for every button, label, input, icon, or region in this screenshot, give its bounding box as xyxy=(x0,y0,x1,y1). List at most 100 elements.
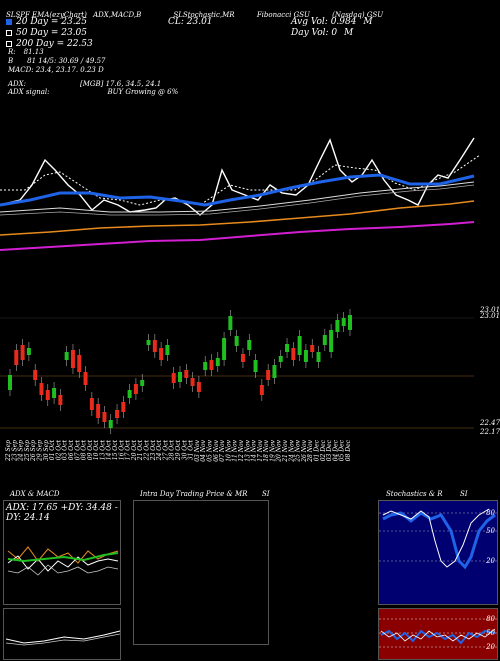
candle-body xyxy=(291,348,296,360)
candle-body xyxy=(341,318,346,326)
candle-body xyxy=(77,355,82,372)
date-label: 30 Oct xyxy=(181,439,188,460)
date-label: 27 Oct xyxy=(162,439,169,461)
candle-body xyxy=(121,402,126,412)
date-label: 10 Nov xyxy=(225,439,232,461)
adx-value: ADX: [MGB] 17.6, 34.5, 24.1 xyxy=(8,80,162,88)
date-label: 29 Sep xyxy=(36,440,43,462)
adx-signal: ADX signal: BUY Growing @ 6% xyxy=(8,88,179,96)
date-label: 17 Nov xyxy=(257,439,264,461)
header-symbol: GSU xyxy=(366,11,384,19)
candle-body xyxy=(259,385,264,395)
candle-body xyxy=(184,370,189,378)
rsi-axis-80: 80 xyxy=(486,615,495,623)
date-label: 14 Oct xyxy=(106,439,113,460)
date-label: 05 Dec xyxy=(339,439,346,461)
candle-body xyxy=(39,383,44,395)
rsi-panel: 80 50 20 xyxy=(378,608,499,660)
date-label: 28 Nov xyxy=(307,439,314,462)
date-label: 25 Sep xyxy=(24,440,31,462)
date-label: 28 Oct xyxy=(169,439,176,461)
date-label: 03 Oct xyxy=(62,439,69,460)
ma50-legend: 50 Day = 23.05 xyxy=(6,28,87,38)
date-label: 01 Oct xyxy=(49,439,56,460)
intraday-panel-title: Intra Day Trading Price & MR xyxy=(140,490,248,498)
date-label: 19 Nov xyxy=(269,439,276,461)
date-label: 16 Oct xyxy=(118,439,125,460)
date-label: 09 Oct xyxy=(87,439,94,460)
candle-body xyxy=(310,345,315,352)
ma200-line xyxy=(0,200,475,236)
candle-body xyxy=(348,315,352,330)
stoch-axis-80: 80 xyxy=(486,509,495,517)
r-value: R: 81.13 xyxy=(8,48,44,56)
stochastic-panel: 80 50 20 xyxy=(378,500,499,605)
stoch-axis-20: 20 xyxy=(486,557,495,565)
candle-body xyxy=(253,360,258,372)
candle-body xyxy=(329,330,334,352)
stochastic-overlay-line xyxy=(0,154,481,206)
candle-body xyxy=(228,316,233,330)
candle-body xyxy=(108,420,113,428)
candle-body xyxy=(20,345,25,360)
candle-body xyxy=(215,358,220,366)
candle-body xyxy=(33,370,38,380)
ma200-value: 200 Day = 22.53 xyxy=(16,39,93,49)
candle-body xyxy=(52,388,57,398)
date-label: 18 Nov xyxy=(263,439,270,461)
ma200-swatch xyxy=(6,41,12,47)
candle-body xyxy=(190,378,195,386)
date-label: 24 Oct xyxy=(156,439,163,461)
header-item: EMA(ezyChart) xyxy=(32,11,87,19)
candle-body xyxy=(96,404,101,418)
candle-body xyxy=(203,362,208,370)
candle-body xyxy=(316,352,321,362)
date-label: 07 Nov xyxy=(219,439,226,461)
candle-body xyxy=(152,340,157,352)
date-label: 15 Oct xyxy=(112,439,119,460)
macd-panel xyxy=(3,608,121,660)
date-label: 07 Oct xyxy=(74,439,81,460)
candle-body xyxy=(322,335,327,345)
date-label: 10 Oct xyxy=(93,439,100,460)
candle-body xyxy=(272,365,277,378)
candle-body xyxy=(247,340,252,350)
header-item: SLSPF xyxy=(6,11,30,19)
candle-body xyxy=(127,390,132,398)
date-label: 05 Nov xyxy=(206,439,213,461)
avg-volume: Avg Vol: 0.984 M xyxy=(291,17,373,27)
date-label: 08 Oct xyxy=(81,439,88,460)
candle-body xyxy=(159,348,164,360)
date-label: 31 Oct xyxy=(188,439,195,460)
date-label: 30 Sep xyxy=(43,440,50,461)
date-label: 21 Oct xyxy=(137,439,144,461)
candle-body xyxy=(285,344,290,352)
candle-body xyxy=(222,338,227,360)
date-label: 22 Oct xyxy=(144,439,151,461)
candle-body xyxy=(209,360,214,370)
date-label: 14 Nov xyxy=(251,439,258,461)
candle-body xyxy=(140,380,145,386)
date-label: 13 Nov xyxy=(244,439,251,461)
candle-body xyxy=(14,350,19,365)
candle-body xyxy=(26,348,31,355)
ma20-line xyxy=(0,173,475,207)
date-label: 04 Nov xyxy=(200,439,207,461)
date-label: 13 Oct xyxy=(99,439,106,460)
date-label: 12 Nov xyxy=(238,439,245,461)
candle-body xyxy=(83,372,88,385)
date-label: 29 Oct xyxy=(175,439,182,461)
date-label: 24 Nov xyxy=(288,439,295,462)
candle-body xyxy=(171,373,176,383)
candle-body xyxy=(178,372,182,382)
ma20-legend: 20 Day = 23.25 xyxy=(6,17,87,27)
candle-body xyxy=(196,382,201,392)
stoch-si-label: SI xyxy=(460,490,468,498)
candle-body xyxy=(303,350,308,362)
header-item: ADX,MACD,B xyxy=(93,11,142,19)
date-label: 21 Nov xyxy=(282,439,289,462)
stoch-panel-title: Stochastics & R xyxy=(386,490,443,498)
ma50-swatch xyxy=(6,30,12,36)
date-label: 04 Dec xyxy=(332,439,339,461)
date-label: 01 Dec xyxy=(314,439,321,461)
